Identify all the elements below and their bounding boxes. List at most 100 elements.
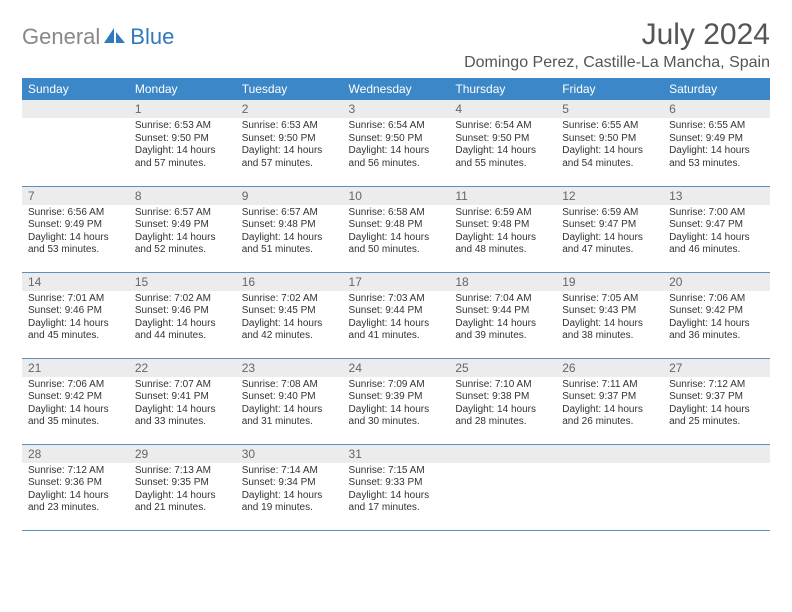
header: General Blue July 2024 Domingo Perez, Ca… [22, 18, 770, 72]
calendar-day-cell: 23Sunrise: 7:08 AMSunset: 9:40 PMDayligh… [236, 358, 343, 444]
day-number: 21 [22, 359, 129, 377]
calendar-day-cell: 28Sunrise: 7:12 AMSunset: 9:36 PMDayligh… [22, 444, 129, 530]
day-number: 1 [129, 100, 236, 118]
day-number: 30 [236, 445, 343, 463]
day-number: 4 [449, 100, 556, 118]
day-number: 26 [556, 359, 663, 377]
day-number: 6 [663, 100, 770, 118]
weekday-header: Thursday [449, 78, 556, 100]
calendar-day-cell: 7Sunrise: 6:56 AMSunset: 9:49 PMDaylight… [22, 186, 129, 272]
calendar-day-cell: 14Sunrise: 7:01 AMSunset: 9:46 PMDayligh… [22, 272, 129, 358]
day-number: 16 [236, 273, 343, 291]
weekday-header: Friday [556, 78, 663, 100]
day-number: 14 [22, 273, 129, 291]
weekday-header: Tuesday [236, 78, 343, 100]
day-content: Sunrise: 7:03 AMSunset: 9:44 PMDaylight:… [343, 291, 450, 347]
day-content: Sunrise: 7:13 AMSunset: 9:35 PMDaylight:… [129, 463, 236, 519]
day-content: Sunrise: 7:12 AMSunset: 9:37 PMDaylight:… [663, 377, 770, 433]
calendar-day-cell [22, 100, 129, 186]
calendar-day-cell: 29Sunrise: 7:13 AMSunset: 9:35 PMDayligh… [129, 444, 236, 530]
calendar-day-cell: 26Sunrise: 7:11 AMSunset: 9:37 PMDayligh… [556, 358, 663, 444]
day-content: Sunrise: 7:05 AMSunset: 9:43 PMDaylight:… [556, 291, 663, 347]
day-number: 9 [236, 187, 343, 205]
calendar-day-cell: 15Sunrise: 7:02 AMSunset: 9:46 PMDayligh… [129, 272, 236, 358]
calendar-day-cell: 30Sunrise: 7:14 AMSunset: 9:34 PMDayligh… [236, 444, 343, 530]
logo: General Blue [22, 24, 174, 50]
weekday-header: Wednesday [343, 78, 450, 100]
day-content: Sunrise: 6:53 AMSunset: 9:50 PMDaylight:… [129, 118, 236, 174]
day-number: 10 [343, 187, 450, 205]
day-number: 15 [129, 273, 236, 291]
day-number: 5 [556, 100, 663, 118]
logo-sail-icon [104, 26, 126, 49]
calendar-week-row: 1Sunrise: 6:53 AMSunset: 9:50 PMDaylight… [22, 100, 770, 186]
calendar-day-cell: 20Sunrise: 7:06 AMSunset: 9:42 PMDayligh… [663, 272, 770, 358]
day-content: Sunrise: 6:53 AMSunset: 9:50 PMDaylight:… [236, 118, 343, 174]
calendar-week-row: 21Sunrise: 7:06 AMSunset: 9:42 PMDayligh… [22, 358, 770, 444]
day-number: 13 [663, 187, 770, 205]
day-number: 12 [556, 187, 663, 205]
day-number: 2 [236, 100, 343, 118]
calendar-day-cell: 24Sunrise: 7:09 AMSunset: 9:39 PMDayligh… [343, 358, 450, 444]
day-number: 3 [343, 100, 450, 118]
calendar-day-cell: 19Sunrise: 7:05 AMSunset: 9:43 PMDayligh… [556, 272, 663, 358]
day-number-empty [556, 445, 663, 463]
month-title: July 2024 [464, 18, 770, 52]
logo-text-general: General [22, 24, 100, 50]
calendar-day-cell: 18Sunrise: 7:04 AMSunset: 9:44 PMDayligh… [449, 272, 556, 358]
weekday-header: Monday [129, 78, 236, 100]
calendar-day-cell: 2Sunrise: 6:53 AMSunset: 9:50 PMDaylight… [236, 100, 343, 186]
calendar-day-cell [663, 444, 770, 530]
calendar-day-cell: 10Sunrise: 6:58 AMSunset: 9:48 PMDayligh… [343, 186, 450, 272]
day-content: Sunrise: 6:57 AMSunset: 9:48 PMDaylight:… [236, 205, 343, 261]
title-block: July 2024 Domingo Perez, Castille-La Man… [464, 18, 770, 72]
calendar-week-row: 14Sunrise: 7:01 AMSunset: 9:46 PMDayligh… [22, 272, 770, 358]
day-number-empty [449, 445, 556, 463]
calendar-week-row: 28Sunrise: 7:12 AMSunset: 9:36 PMDayligh… [22, 444, 770, 530]
day-number-empty [22, 100, 129, 118]
calendar-day-cell: 13Sunrise: 7:00 AMSunset: 9:47 PMDayligh… [663, 186, 770, 272]
day-number: 11 [449, 187, 556, 205]
day-number: 27 [663, 359, 770, 377]
day-content: Sunrise: 7:08 AMSunset: 9:40 PMDaylight:… [236, 377, 343, 433]
calendar-day-cell: 12Sunrise: 6:59 AMSunset: 9:47 PMDayligh… [556, 186, 663, 272]
calendar-day-cell: 25Sunrise: 7:10 AMSunset: 9:38 PMDayligh… [449, 358, 556, 444]
day-content: Sunrise: 7:02 AMSunset: 9:45 PMDaylight:… [236, 291, 343, 347]
day-content: Sunrise: 7:07 AMSunset: 9:41 PMDaylight:… [129, 377, 236, 433]
day-content: Sunrise: 7:11 AMSunset: 9:37 PMDaylight:… [556, 377, 663, 433]
calendar-day-cell [449, 444, 556, 530]
day-content: Sunrise: 7:04 AMSunset: 9:44 PMDaylight:… [449, 291, 556, 347]
calendar-day-cell: 22Sunrise: 7:07 AMSunset: 9:41 PMDayligh… [129, 358, 236, 444]
weekday-header: Saturday [663, 78, 770, 100]
calendar-week-row: 7Sunrise: 6:56 AMSunset: 9:49 PMDaylight… [22, 186, 770, 272]
day-content: Sunrise: 6:58 AMSunset: 9:48 PMDaylight:… [343, 205, 450, 261]
day-content: Sunrise: 7:00 AMSunset: 9:47 PMDaylight:… [663, 205, 770, 261]
calendar-day-cell: 1Sunrise: 6:53 AMSunset: 9:50 PMDaylight… [129, 100, 236, 186]
day-content: Sunrise: 7:01 AMSunset: 9:46 PMDaylight:… [22, 291, 129, 347]
calendar-day-cell: 4Sunrise: 6:54 AMSunset: 9:50 PMDaylight… [449, 100, 556, 186]
day-content: Sunrise: 7:06 AMSunset: 9:42 PMDaylight:… [22, 377, 129, 433]
day-number: 23 [236, 359, 343, 377]
day-content: Sunrise: 7:06 AMSunset: 9:42 PMDaylight:… [663, 291, 770, 347]
day-number: 25 [449, 359, 556, 377]
day-number: 29 [129, 445, 236, 463]
calendar-day-cell: 8Sunrise: 6:57 AMSunset: 9:49 PMDaylight… [129, 186, 236, 272]
day-content: Sunrise: 7:15 AMSunset: 9:33 PMDaylight:… [343, 463, 450, 519]
day-number: 24 [343, 359, 450, 377]
day-content: Sunrise: 6:54 AMSunset: 9:50 PMDaylight:… [449, 118, 556, 174]
day-number-empty [663, 445, 770, 463]
day-content: Sunrise: 6:54 AMSunset: 9:50 PMDaylight:… [343, 118, 450, 174]
calendar-day-cell [556, 444, 663, 530]
day-number: 20 [663, 273, 770, 291]
day-content: Sunrise: 6:59 AMSunset: 9:48 PMDaylight:… [449, 205, 556, 261]
calendar-day-cell: 27Sunrise: 7:12 AMSunset: 9:37 PMDayligh… [663, 358, 770, 444]
day-number: 7 [22, 187, 129, 205]
day-content: Sunrise: 7:14 AMSunset: 9:34 PMDaylight:… [236, 463, 343, 519]
day-number: 19 [556, 273, 663, 291]
calendar-day-cell: 6Sunrise: 6:55 AMSunset: 9:49 PMDaylight… [663, 100, 770, 186]
weekday-header: Sunday [22, 78, 129, 100]
logo-text-blue: Blue [130, 24, 174, 50]
calendar-table: Sunday Monday Tuesday Wednesday Thursday… [22, 78, 770, 531]
calendar-day-cell: 11Sunrise: 6:59 AMSunset: 9:48 PMDayligh… [449, 186, 556, 272]
calendar-day-cell: 5Sunrise: 6:55 AMSunset: 9:50 PMDaylight… [556, 100, 663, 186]
